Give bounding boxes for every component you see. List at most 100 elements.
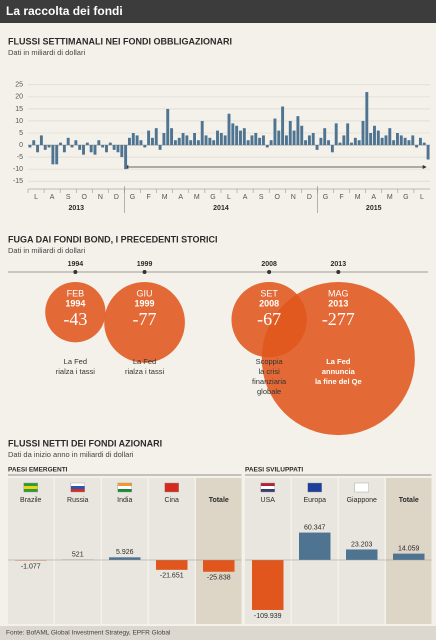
month-label: G	[210, 194, 215, 201]
bubble-value: -67	[257, 309, 281, 329]
category-label: Europa	[303, 497, 326, 504]
bar	[418, 137, 422, 146]
bar	[156, 560, 188, 570]
footer-source: Fonte: BofAML Global Investment Strategy…	[6, 630, 171, 637]
value-label: 60.347	[304, 524, 326, 531]
timeline-dot	[267, 270, 272, 274]
month-label: M	[162, 194, 168, 201]
bar	[109, 557, 141, 560]
bar	[131, 133, 135, 146]
value-label: -1.077	[21, 563, 41, 570]
bar	[212, 140, 216, 146]
bubble-note: La Fed	[326, 357, 351, 366]
month-label: A	[50, 194, 55, 201]
bar	[231, 123, 235, 146]
group-label: PAESI SVILUPPATI	[245, 467, 303, 474]
flag-stripe	[23, 486, 38, 489]
bar	[203, 560, 235, 572]
bubble	[104, 282, 185, 363]
month-label: S	[259, 194, 264, 201]
bar	[388, 128, 392, 146]
bar	[181, 133, 185, 146]
year-label: 2014	[213, 205, 229, 212]
chart-subtitle: Dati in miliardi di dollari	[8, 48, 85, 57]
y-tick-label: -5	[17, 154, 23, 161]
bar	[70, 145, 74, 148]
bar	[185, 135, 189, 146]
bar	[323, 128, 327, 146]
y-tick-label: 20	[15, 94, 23, 101]
bar	[55, 145, 59, 165]
month-label: M	[355, 194, 361, 201]
bar	[258, 137, 262, 146]
month-label: F	[339, 194, 343, 201]
bar	[227, 113, 231, 146]
bar	[281, 106, 285, 146]
timeline-dot	[142, 270, 147, 274]
bar	[277, 130, 281, 146]
month-label: D	[307, 194, 312, 201]
bar	[97, 140, 101, 146]
bar	[89, 145, 93, 153]
bar	[219, 133, 223, 146]
header-title: La raccolta dei fondi	[6, 4, 123, 18]
month-label: A	[371, 194, 376, 201]
flag-stripe	[354, 486, 369, 489]
bar	[154, 128, 158, 146]
bar	[299, 532, 331, 560]
month-label: F	[146, 194, 150, 201]
y-tick-label: 0	[19, 142, 23, 149]
bubble-month: SET	[260, 288, 278, 298]
bar	[327, 140, 330, 146]
y-tick-label: 10	[15, 118, 23, 125]
bar	[350, 142, 353, 146]
flag-stripe	[117, 489, 132, 492]
bar	[177, 137, 181, 146]
bar	[135, 135, 139, 146]
flag-border	[23, 482, 38, 493]
bar	[342, 135, 346, 146]
flag-stripe	[117, 483, 132, 486]
bar	[239, 130, 242, 146]
month-label: O	[275, 194, 281, 201]
bar	[39, 135, 43, 146]
header-bar	[0, 0, 436, 23]
bar	[252, 560, 284, 610]
bar	[373, 125, 376, 146]
panel	[55, 478, 101, 624]
bubble-year: 1999	[135, 298, 155, 308]
bar	[330, 145, 334, 153]
bar	[51, 145, 55, 165]
month-label: O	[82, 194, 88, 201]
year-label: 2013	[68, 205, 84, 212]
bar	[235, 125, 239, 146]
bubble-note: annuncia	[322, 367, 356, 376]
bar	[288, 120, 292, 146]
flag-border	[307, 482, 322, 493]
flag-stripe	[260, 483, 275, 486]
panel	[386, 478, 432, 624]
bar	[208, 137, 212, 146]
bar	[304, 140, 308, 146]
bubble-note: La Fed	[64, 357, 87, 366]
category-label: Cina	[165, 497, 180, 504]
bar	[124, 145, 128, 170]
bar	[334, 123, 338, 146]
y-tick-label: 25	[15, 82, 23, 89]
bar	[85, 142, 89, 146]
category-label: Brazile	[20, 497, 42, 504]
bar	[396, 133, 399, 146]
value-label: -21.651	[160, 573, 184, 580]
month-label: L	[420, 194, 424, 201]
flag-border	[260, 482, 275, 493]
flag-stripe	[164, 489, 179, 492]
bar	[162, 133, 166, 146]
bubble-note: globale	[257, 387, 281, 396]
bar	[307, 135, 311, 146]
year-label: 2015	[366, 205, 382, 212]
bubble-note: La Fed	[133, 357, 156, 366]
month-label: S	[66, 194, 71, 201]
bar	[216, 130, 219, 146]
bar	[223, 135, 227, 146]
